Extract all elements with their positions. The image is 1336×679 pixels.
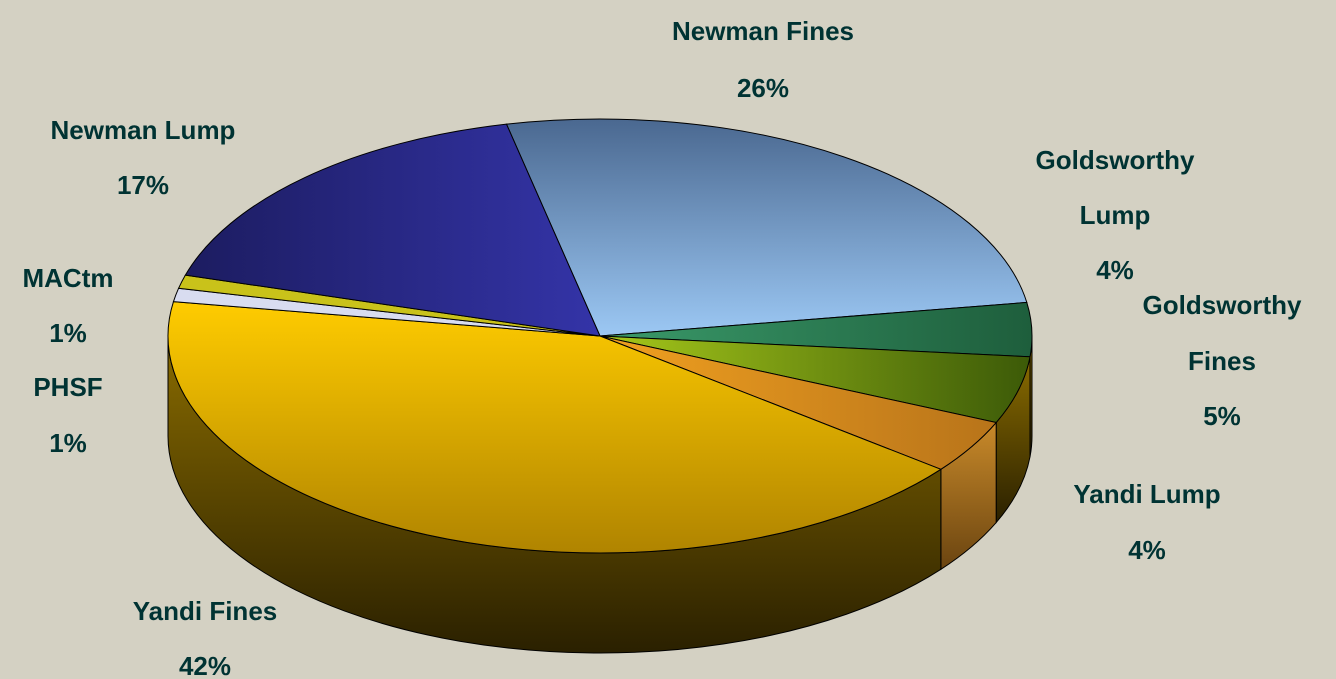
slice-value-label: 26%: [737, 73, 789, 103]
data-label-mactm: MACtm 1%: [23, 263, 114, 348]
slice-value-label: 5%: [1203, 401, 1241, 431]
slice-name-label: Newman Fines: [672, 16, 854, 46]
slice-value-label: 1%: [49, 318, 87, 348]
slice-value-label: 1%: [49, 428, 87, 458]
slice-value-label: 4%: [1096, 255, 1134, 285]
data-label-yandi-lump: Yandi Lump 4%: [1073, 479, 1220, 565]
data-label-goldsworthy-lump: Goldsworthy Lump 4%: [1036, 145, 1195, 285]
data-label-newman-fines: Newman Fines 26%: [672, 16, 854, 103]
slice-value-label: 4%: [1128, 535, 1166, 565]
slice-name-label: Fines: [1188, 346, 1256, 376]
pie-slice-newman-lump: [184, 123, 601, 337]
pie-slice-yandi-fines: [167, 301, 942, 554]
data-label-yandi-fines: Yandi Fines 42%: [133, 596, 278, 679]
pie-slice-newman-fines: [505, 118, 1028, 337]
slice-name-label: Yandi Lump: [1073, 479, 1220, 509]
slice-name-label: PHSF: [33, 372, 102, 402]
slice-name-label: Goldsworthy: [1143, 290, 1302, 320]
slice-name-label: Lump: [1080, 200, 1151, 230]
data-label-phsf: PHSF 1%: [33, 372, 102, 458]
slice-name-label: MACtm: [23, 263, 114, 293]
slice-name-label: Newman Lump: [51, 115, 236, 145]
slice-value-label: 17%: [117, 170, 169, 200]
slice-name-label: Yandi Fines: [133, 596, 278, 626]
data-label-goldsworthy-fines: Goldsworthy Fines 5%: [1143, 290, 1302, 431]
data-label-newman-lump: Newman Lump 17%: [51, 115, 236, 200]
slice-name-label: Goldsworthy: [1036, 145, 1195, 175]
slice-value-label: 42%: [179, 651, 231, 679]
